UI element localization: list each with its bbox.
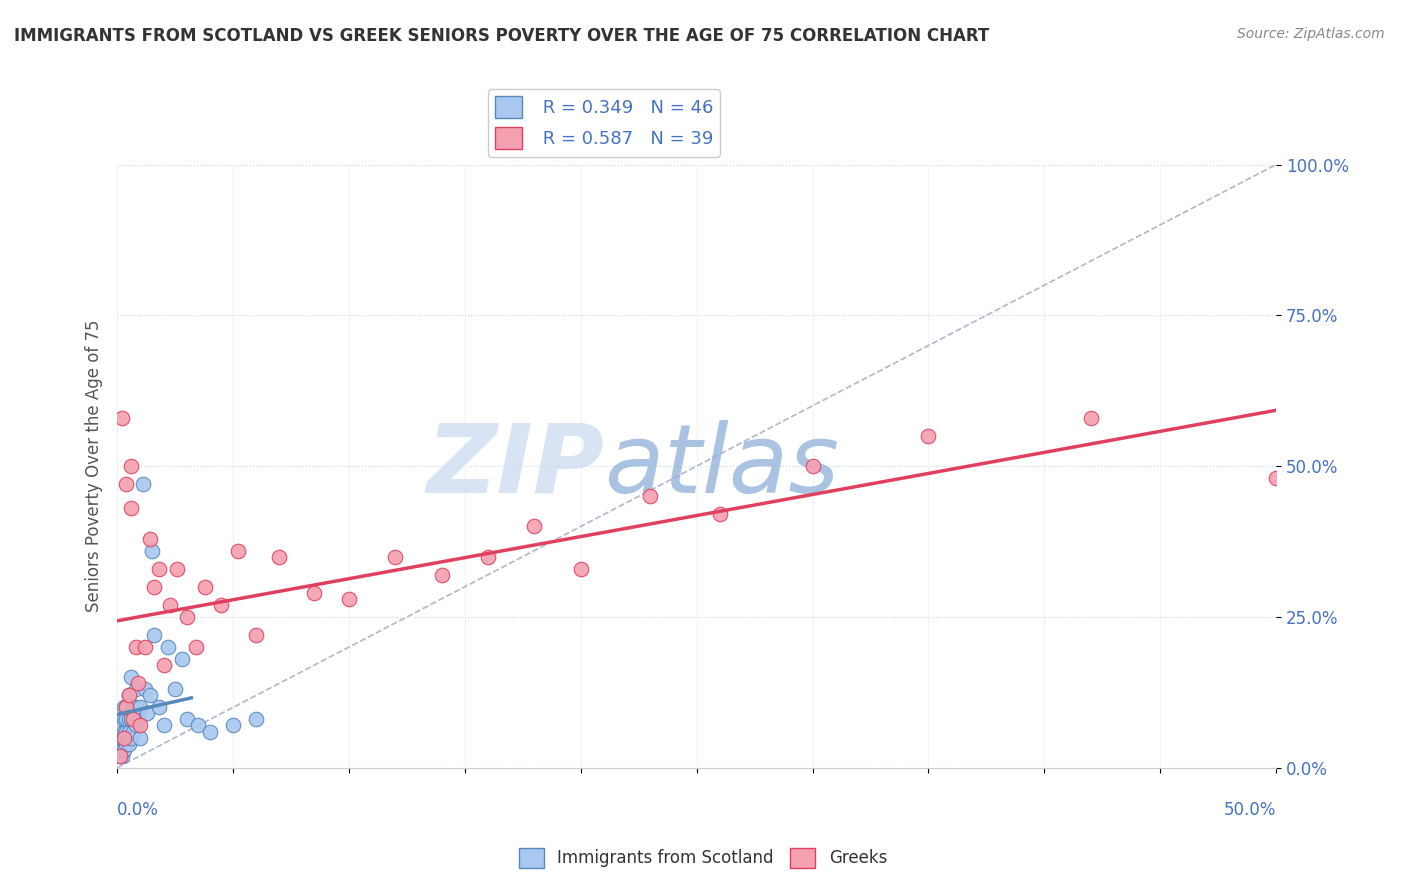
Point bbox=[115, 700, 138, 714]
Point bbox=[111, 748, 134, 763]
Point bbox=[118, 689, 141, 703]
Point bbox=[115, 713, 138, 727]
Point bbox=[122, 700, 145, 714]
Point bbox=[1265, 471, 1288, 485]
Point bbox=[523, 519, 546, 533]
Point bbox=[108, 737, 131, 751]
Point bbox=[302, 586, 325, 600]
Point bbox=[138, 689, 160, 703]
Point bbox=[384, 549, 406, 564]
Text: Source: ZipAtlas.com: Source: ZipAtlas.com bbox=[1237, 27, 1385, 41]
Point bbox=[125, 640, 148, 654]
Point bbox=[143, 628, 166, 642]
Point bbox=[118, 737, 141, 751]
Point bbox=[211, 598, 233, 612]
Point bbox=[129, 718, 152, 732]
Point bbox=[129, 731, 152, 745]
Point bbox=[111, 410, 134, 425]
Point bbox=[1080, 410, 1102, 425]
Legend:  R = 0.349   N = 46,  R = 0.587   N = 39: R = 0.349 N = 46, R = 0.587 N = 39 bbox=[488, 89, 720, 157]
Point bbox=[112, 700, 135, 714]
Point bbox=[111, 731, 134, 745]
Text: IMMIGRANTS FROM SCOTLAND VS GREEK SENIORS POVERTY OVER THE AGE OF 75 CORRELATION: IMMIGRANTS FROM SCOTLAND VS GREEK SENIOR… bbox=[14, 27, 990, 45]
Text: 0.0%: 0.0% bbox=[117, 801, 159, 819]
Point bbox=[111, 718, 134, 732]
Point bbox=[172, 652, 194, 666]
Point bbox=[640, 489, 662, 503]
Point bbox=[801, 459, 824, 474]
Point bbox=[569, 562, 592, 576]
Point bbox=[477, 549, 499, 564]
Point bbox=[112, 731, 135, 745]
Point bbox=[120, 670, 142, 684]
Point bbox=[337, 591, 360, 606]
Point bbox=[269, 549, 291, 564]
Text: ZIP: ZIP bbox=[426, 419, 605, 513]
Point bbox=[148, 562, 170, 576]
Point bbox=[108, 724, 131, 739]
Point bbox=[134, 682, 156, 697]
Point bbox=[157, 640, 180, 654]
Point bbox=[112, 742, 135, 756]
Point bbox=[115, 724, 138, 739]
Legend: Immigrants from Scotland, Greeks: Immigrants from Scotland, Greeks bbox=[512, 841, 894, 875]
Point bbox=[120, 731, 142, 745]
Point bbox=[118, 713, 141, 727]
Point bbox=[108, 748, 131, 763]
Point bbox=[917, 429, 939, 443]
Point bbox=[118, 689, 141, 703]
Point bbox=[709, 508, 731, 522]
Point bbox=[115, 477, 138, 491]
Point bbox=[152, 658, 174, 673]
Point bbox=[129, 700, 152, 714]
Point bbox=[143, 580, 166, 594]
Point bbox=[127, 676, 149, 690]
Point bbox=[122, 713, 145, 727]
Point bbox=[120, 501, 142, 516]
Point bbox=[198, 724, 221, 739]
Point bbox=[176, 713, 198, 727]
Point bbox=[176, 610, 198, 624]
Point bbox=[152, 718, 174, 732]
Point bbox=[148, 700, 170, 714]
Point bbox=[120, 713, 142, 727]
Point bbox=[226, 543, 249, 558]
Point bbox=[115, 737, 138, 751]
Point bbox=[194, 580, 217, 594]
Point bbox=[245, 628, 267, 642]
Point bbox=[138, 532, 160, 546]
Point bbox=[131, 477, 153, 491]
Point bbox=[120, 459, 142, 474]
Point bbox=[166, 562, 188, 576]
Y-axis label: Seniors Poverty Over the Age of 75: Seniors Poverty Over the Age of 75 bbox=[86, 320, 103, 613]
Point bbox=[125, 718, 148, 732]
Point bbox=[108, 748, 131, 763]
Point bbox=[125, 682, 148, 697]
Point bbox=[187, 718, 209, 732]
Point bbox=[127, 713, 149, 727]
Point bbox=[118, 724, 141, 739]
Point bbox=[134, 640, 156, 654]
Point bbox=[136, 706, 159, 721]
Point bbox=[141, 543, 163, 558]
Point bbox=[112, 713, 135, 727]
Point bbox=[165, 682, 187, 697]
Text: 50.0%: 50.0% bbox=[1223, 801, 1277, 819]
Point bbox=[159, 598, 181, 612]
Point bbox=[222, 718, 245, 732]
Point bbox=[115, 700, 138, 714]
Point bbox=[245, 713, 267, 727]
Point bbox=[122, 724, 145, 739]
Text: atlas: atlas bbox=[605, 419, 839, 513]
Point bbox=[111, 742, 134, 756]
Point bbox=[112, 724, 135, 739]
Point bbox=[184, 640, 207, 654]
Point bbox=[430, 567, 453, 582]
Point bbox=[125, 700, 148, 714]
